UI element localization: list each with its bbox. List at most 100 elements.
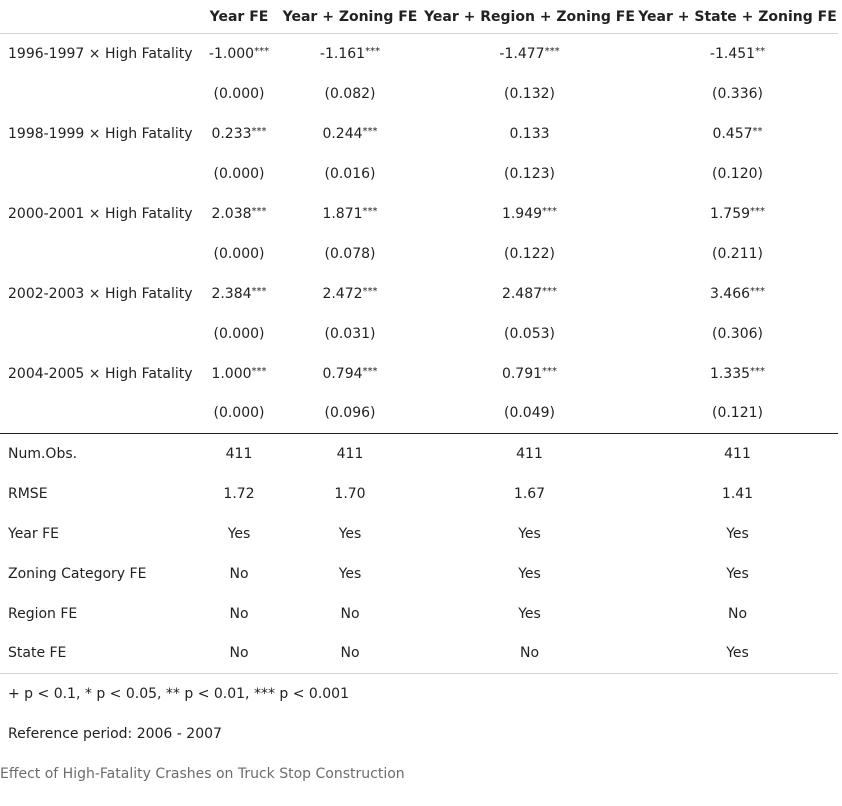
gof-value-cell: 411 [225,445,253,462]
significance-stars: *** [362,125,378,137]
significance-stars: ** [755,45,766,57]
gof-value-cell: Yes [518,565,541,582]
gof-value-cell: 411 [336,445,364,462]
term-label: 2002-2003 × High Fatality [8,285,193,302]
gof-value-cell: 1.67 [513,485,546,502]
estimate-cell: 1.335*** [709,365,766,382]
significance-stars: *** [254,45,270,57]
std-error-cell: (0.123) [503,165,555,182]
blank-label-cell [0,314,200,354]
term-label: 2000-2001 × High Fatality [8,205,193,222]
blank-label-cell [0,234,200,274]
term-label: 1996-1997 × High Fatality [8,45,193,62]
estimate-cell: 2.038*** [211,205,267,222]
gof-value-cell: No [200,633,278,674]
gof-value-cell: 411 [516,445,543,462]
significance-stars: *** [365,45,381,57]
std-error-cell: (0.016) [324,165,376,182]
gof-value-cell: Yes [637,633,838,674]
gof-value-cell: Yes [726,525,749,542]
gof-value-cell: No [229,605,249,622]
significance-stars: *** [542,365,558,377]
gof-label: Num.Obs. [8,445,78,462]
header-cell-year-region-zoning-fe: Year + Region + Zoning FE [422,0,637,34]
std-error-cell: (0.336) [711,85,763,102]
header-cell-year-state-zoning-fe: Year + State + Zoning FE [637,0,838,34]
significance-stars: *** [251,285,267,297]
std-error-cell: (0.082) [324,85,376,102]
estimate-cell: 2.472*** [322,285,378,302]
significance-stars: *** [544,45,560,57]
std-error-cell: (0.078) [324,245,376,262]
estimate-cell: 0.791*** [501,365,558,382]
significance-stars: ** [752,125,763,137]
header-cell-year-zoning-fe: Year + Zoning FE [278,0,422,34]
std-error-row: (0.000) (0.016) (0.123) (0.120) [0,154,838,194]
estimate-cell: -1.451** [709,45,766,62]
significance-stars: *** [542,285,558,297]
reference-note: Reference period: 2006 - 2007 [8,726,222,742]
coefficient-row: 2002-2003 × High Fatality 2.384*** 2.472**… [0,274,838,314]
gof-value-cell: No [727,605,748,622]
significance-stars: *** [750,365,766,377]
blank-label-cell [0,74,200,114]
coefficient-row: 2004-2005 × High Fatality 1.000*** 0.794**… [0,354,838,394]
std-error-cell: (0.132) [503,85,555,102]
gof-value-cell: No [340,605,360,622]
header-row: Year FE Year + Zoning FE Year + Region +… [0,0,838,34]
significance-stars: *** [251,125,267,137]
estimate-cell: 0.794*** [322,365,378,382]
gof-label: RMSE [8,485,48,502]
gof-value-cell: 411 [724,445,751,462]
estimate-cell: 2.384*** [211,285,267,302]
gof-row: RMSE 1.72 1.70 1.67 1.41 [0,474,838,514]
term-label: 1998-1999 × High Fatality [8,125,193,142]
std-error-row: (0.000) (0.082) (0.132) (0.336) [0,74,838,114]
gof-label: State FE [0,633,200,674]
std-error-cell: (0.000) [213,245,265,262]
std-error-row: (0.000) (0.096) (0.049) (0.121) [0,393,838,434]
significance-stars: *** [542,205,558,217]
gof-value-cell: No [278,633,422,674]
significance-stars: *** [750,205,766,217]
gof-value-cell: No [422,633,637,674]
gof-label: Region FE [8,605,78,622]
std-error-cell: (0.121) [637,393,838,434]
gof-label: Zoning Category FE [8,565,147,582]
gof-value-cell: Yes [338,565,362,582]
estimate-cell: 3.466*** [709,285,766,302]
significance-stars: *** [362,285,378,297]
significance-stars: *** [750,285,766,297]
table-header: Year FE Year + Zoning FE Year + Region +… [0,0,838,34]
coefficient-row: 2000-2001 × High Fatality 2.038*** 1.871**… [0,194,838,234]
estimate-cell: 0.244*** [322,125,378,142]
coefficient-row: 1996-1997 × High Fatality -1.000*** -1.161… [0,34,838,74]
std-error-cell: (0.000) [213,325,265,342]
gof-value-cell: 1.70 [334,485,366,502]
std-error-row: (0.000) (0.031) (0.053) (0.306) [0,314,838,354]
estimate-cell: 0.457** [712,125,763,142]
significance-note: + p < 0.1, * p < 0.05, ** p < 0.01, *** … [8,686,349,702]
gof-row: State FE No No No Yes [0,633,838,674]
std-error-cell: (0.120) [711,165,763,182]
estimate-cell: 1.000*** [211,365,267,382]
coefficient-row: 1998-1999 × High Fatality 0.233*** 0.244**… [0,114,838,154]
gof-value-cell: Yes [338,525,362,542]
std-error-cell: (0.000) [200,393,278,434]
header-cell-year-fe: Year FE [200,0,278,34]
blank-label-cell [0,393,200,434]
gof-row: Region FE No No Yes No [0,594,838,634]
gof-row: Zoning Category FE No Yes Yes Yes [0,554,838,594]
header-cell-term [0,0,200,34]
gof-value-cell: 1.41 [721,485,754,502]
regression-table: Year FE Year + Zoning FE Year + Region +… [0,0,838,674]
significance-stars: *** [362,365,378,377]
estimate-cell: 0.133 [509,125,550,142]
std-error-cell: (0.053) [503,325,555,342]
estimate-cell: 2.487*** [501,285,558,302]
significance-stars: *** [251,205,267,217]
estimate-cell: 0.233*** [211,125,267,142]
std-error-cell: (0.096) [278,393,422,434]
gof-value-cell: Yes [518,605,541,622]
